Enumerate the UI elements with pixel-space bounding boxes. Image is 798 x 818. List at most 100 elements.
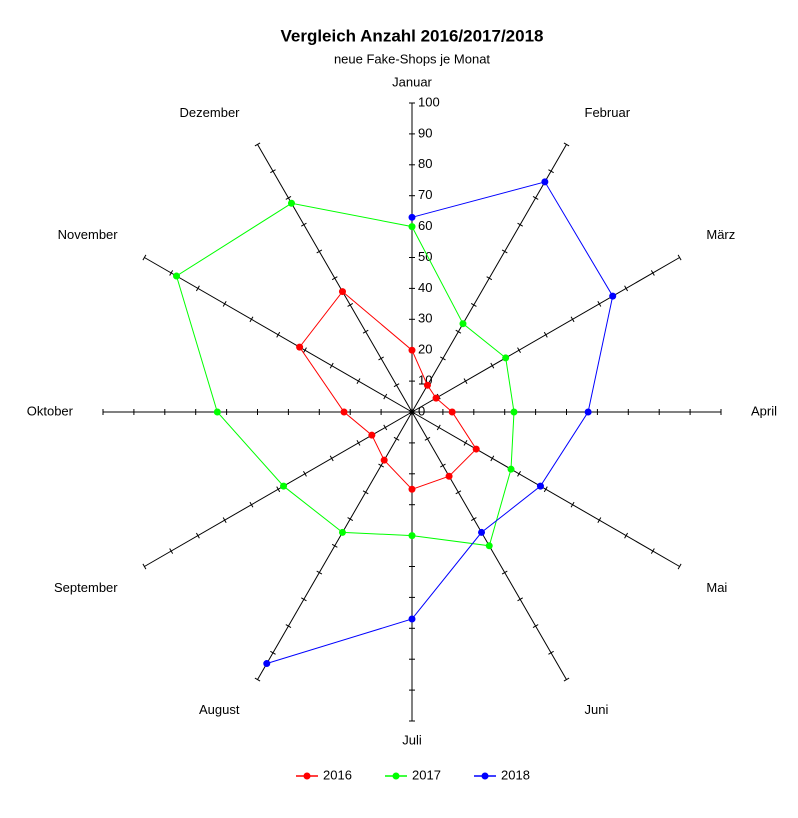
legend-marker xyxy=(481,772,489,780)
data-point xyxy=(213,408,221,416)
tick-mark xyxy=(303,347,307,354)
data-point xyxy=(408,346,416,354)
tick-mark xyxy=(356,440,361,446)
tick-mark xyxy=(347,517,354,521)
tick-mark xyxy=(424,436,431,441)
tick-mark xyxy=(517,597,523,602)
tick-mark xyxy=(329,362,334,369)
tick-mark xyxy=(501,570,508,575)
r-tick-label: 70 xyxy=(418,187,432,202)
tick-mark xyxy=(624,285,629,292)
category-label: Februar xyxy=(585,105,631,120)
tick-mark xyxy=(393,383,400,388)
tick-mark xyxy=(393,436,400,441)
data-point xyxy=(432,394,440,402)
r-tick-label: 30 xyxy=(418,311,432,326)
tick-mark xyxy=(362,490,369,495)
legend-label: 2016 xyxy=(323,767,352,782)
tick-mark xyxy=(440,356,446,361)
tick-mark xyxy=(347,303,354,307)
category-label: März xyxy=(706,227,735,242)
tick-mark xyxy=(570,316,575,323)
data-point xyxy=(584,408,592,416)
data-point xyxy=(459,320,467,328)
tick-mark xyxy=(532,624,539,629)
tick-mark xyxy=(276,486,281,493)
tick-mark xyxy=(597,517,602,523)
tick-mark xyxy=(249,501,254,508)
data-point xyxy=(368,431,376,439)
tick-mark xyxy=(301,222,307,227)
data-point xyxy=(408,532,416,540)
tick-mark xyxy=(409,410,415,414)
tick-mark xyxy=(490,362,495,369)
tick-mark xyxy=(470,303,477,307)
tick-mark xyxy=(222,301,227,307)
r-tick-label: 50 xyxy=(418,249,432,264)
r-tick-label: 40 xyxy=(418,280,432,295)
tick-mark xyxy=(650,270,655,276)
tick-mark xyxy=(543,486,548,493)
data-point xyxy=(510,408,518,416)
category-label: Juli xyxy=(402,732,422,747)
data-point xyxy=(340,408,348,416)
category-label: Oktober xyxy=(27,403,74,418)
tick-mark xyxy=(142,563,147,570)
tick-mark xyxy=(548,169,554,174)
tick-mark xyxy=(597,301,602,307)
data-point xyxy=(478,528,486,536)
tick-mark xyxy=(285,624,292,629)
data-point xyxy=(380,456,388,464)
data-point xyxy=(541,178,549,186)
data-point xyxy=(280,482,288,490)
tick-mark xyxy=(249,316,254,323)
data-point xyxy=(507,465,515,473)
tick-mark xyxy=(570,501,575,508)
tick-mark xyxy=(563,677,570,682)
data-point xyxy=(296,343,304,351)
tick-mark xyxy=(169,270,174,276)
tick-mark xyxy=(329,455,334,462)
category-label: Januar xyxy=(392,74,432,89)
tick-mark xyxy=(222,517,227,523)
data-point xyxy=(445,472,453,480)
data-point xyxy=(173,272,181,280)
category-label: August xyxy=(199,702,240,717)
data-point xyxy=(287,199,295,207)
r-tick-label: 100 xyxy=(418,94,440,109)
tick-mark xyxy=(517,347,521,354)
chart-subtitle: neue Fake-Shops je Monat xyxy=(334,51,490,66)
tick-mark xyxy=(276,331,281,338)
tick-mark xyxy=(470,517,477,521)
tick-mark xyxy=(362,329,369,334)
data-point xyxy=(338,528,346,536)
legend-marker xyxy=(392,772,400,780)
tick-mark xyxy=(142,254,147,261)
tick-mark xyxy=(195,285,200,292)
tick-mark xyxy=(455,490,462,495)
data-point xyxy=(485,542,493,550)
category-label: Mai xyxy=(706,580,727,595)
tick-mark xyxy=(301,597,307,602)
tick-mark xyxy=(624,532,629,539)
tick-mark xyxy=(543,331,548,338)
category-label: Juni xyxy=(585,702,609,717)
tick-mark xyxy=(383,393,388,400)
r-tick-label: 0 xyxy=(418,403,425,418)
data-point xyxy=(423,381,431,389)
data-point xyxy=(408,485,416,493)
tick-mark xyxy=(356,378,361,384)
tick-mark xyxy=(270,169,276,174)
category-label: Dezember xyxy=(180,105,241,120)
tick-mark xyxy=(436,424,441,431)
data-point xyxy=(263,660,271,668)
r-tick-label: 60 xyxy=(418,218,432,233)
chart-title: Vergleich Anzahl 2016/2017/2018 xyxy=(280,26,543,45)
tick-mark xyxy=(169,548,174,554)
tick-mark xyxy=(316,249,323,254)
legend-marker xyxy=(303,772,311,780)
data-point xyxy=(408,213,416,221)
tick-mark xyxy=(677,563,682,570)
